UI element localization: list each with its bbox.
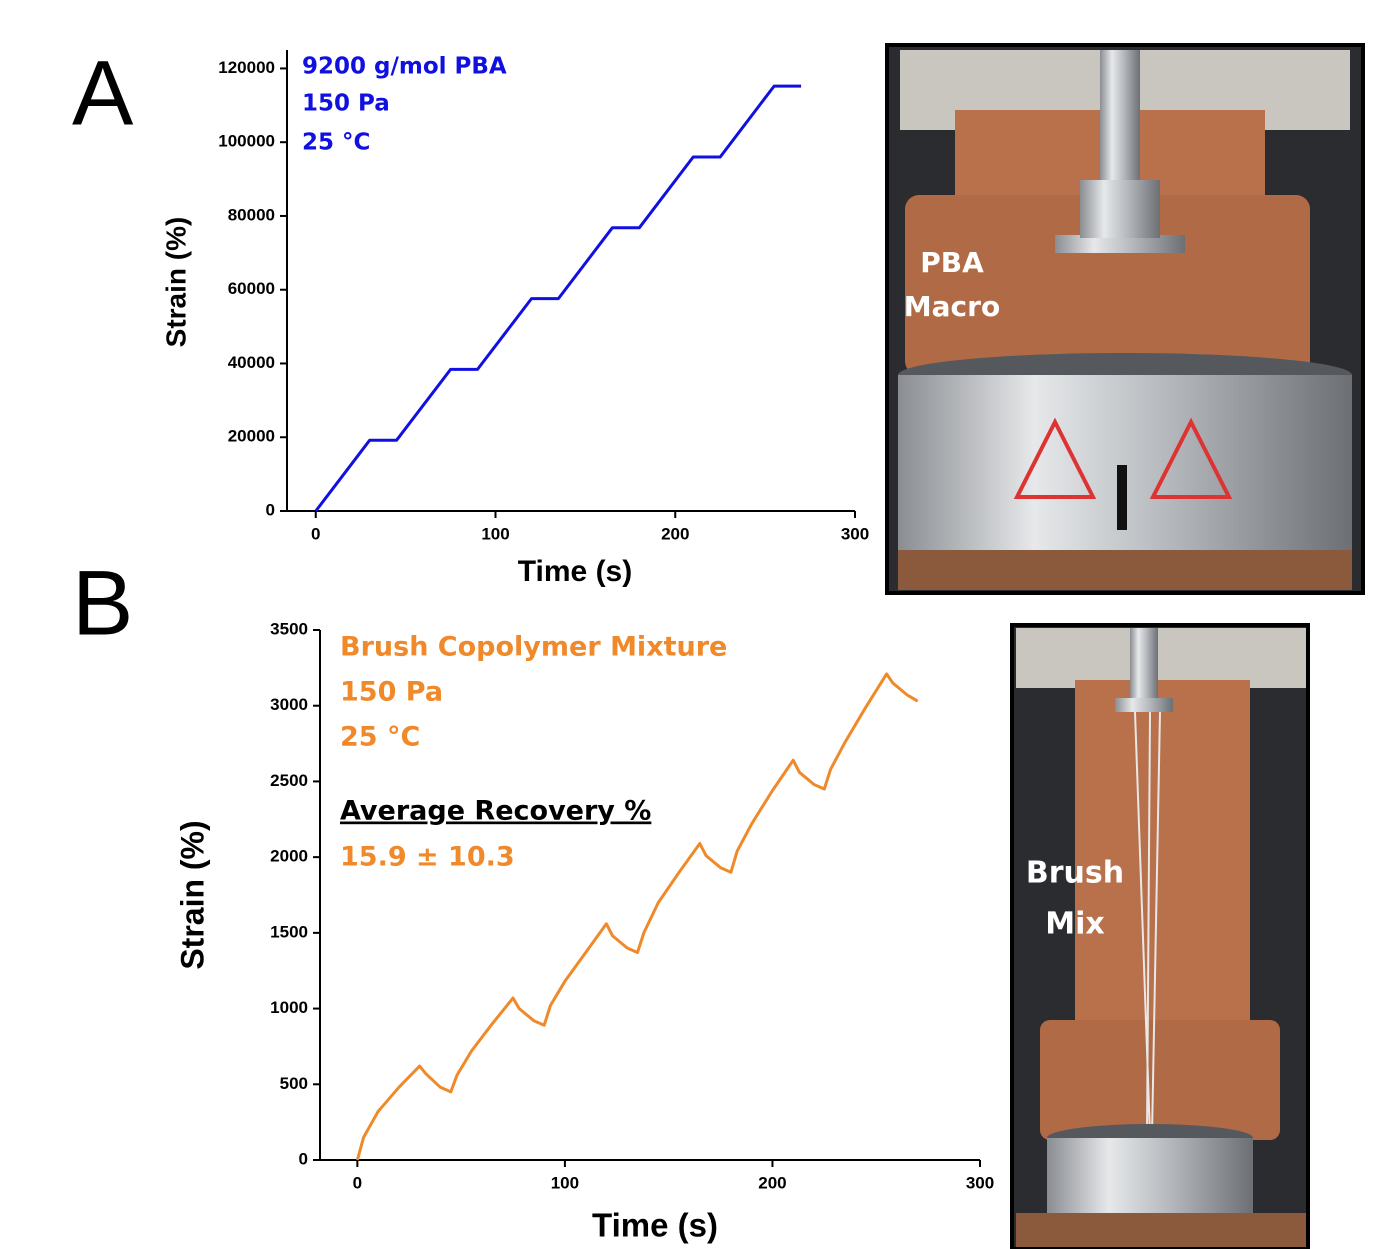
- data-line: [314, 84, 802, 512]
- floor: [898, 550, 1352, 590]
- x-tick-label: 100: [551, 1173, 579, 1192]
- photo-label: Macro: [904, 290, 1000, 323]
- floor: [1016, 1213, 1306, 1247]
- y-tick-label: 80000: [228, 205, 275, 224]
- annotation: 150 Pa: [302, 91, 390, 117]
- y-tick-label: 0: [266, 500, 275, 519]
- panel-label: A: [72, 42, 134, 144]
- x-tick-label: 300: [841, 524, 869, 543]
- backplate: [905, 195, 1310, 375]
- annotation: 25 °C: [302, 130, 370, 156]
- y-tick-label: 60000: [228, 279, 275, 298]
- shaft: [1080, 180, 1160, 238]
- warning-icon: [1013, 417, 1097, 499]
- x-axis-title: Time (s): [592, 1207, 718, 1244]
- annotation: 150 Pa: [340, 677, 443, 708]
- annotation: Brush Copolymer Mixture: [340, 632, 727, 663]
- y-tick-label: 120000: [218, 58, 275, 77]
- backplate: [1040, 1020, 1280, 1140]
- y-tick-label: 3000: [270, 695, 308, 714]
- base: [1047, 1138, 1253, 1213]
- x-axis-title: Time (s): [518, 555, 632, 588]
- plate: [1115, 698, 1173, 712]
- photo: Brush Mix: [1010, 623, 1310, 1249]
- x-tick-label: 200: [758, 1173, 786, 1192]
- y-tick-label: 500: [280, 1074, 308, 1093]
- photo: PBA Macro: [885, 43, 1365, 595]
- y-axis-title: Strain (%): [160, 217, 191, 348]
- annotation: 25 °C: [340, 722, 420, 753]
- shaft: [1100, 50, 1140, 180]
- y-tick-label: 2500: [270, 771, 308, 790]
- x-tick-label: 0: [311, 524, 320, 543]
- y-tick-label: 1000: [270, 998, 308, 1017]
- plate: [1055, 235, 1185, 253]
- x-tick-label: 0: [353, 1173, 362, 1192]
- x-tick-label: 200: [661, 524, 689, 543]
- slot: [1117, 465, 1127, 530]
- y-axis-title: Strain (%): [174, 820, 210, 969]
- y-tick-label: 40000: [228, 353, 275, 372]
- instrument-top: [1016, 628, 1306, 688]
- photo-label: Brush: [1026, 856, 1124, 891]
- annotation: 15.9 ± 10.3: [340, 842, 515, 873]
- panel-label: B: [72, 552, 133, 654]
- y-tick-label: 20000: [228, 427, 275, 446]
- y-tick-label: 2000: [270, 847, 308, 866]
- annotation: 9200 g/mol PBA: [302, 54, 507, 80]
- x-tick-label: 100: [481, 524, 509, 543]
- warning-icon: [1149, 417, 1233, 499]
- y-tick-label: 3500: [270, 619, 308, 638]
- x-tick-label: 300: [966, 1173, 994, 1192]
- annotation: Average Recovery %: [340, 796, 651, 827]
- photo-label: PBA: [920, 246, 984, 279]
- data-line: [355, 672, 919, 1161]
- y-tick-label: 100000: [218, 132, 275, 151]
- shaft: [1130, 628, 1158, 698]
- y-tick-label: 0: [299, 1149, 308, 1168]
- y-tick-label: 1500: [270, 922, 308, 941]
- fiber: [1134, 711, 1161, 1136]
- photo-label: Mix: [1045, 907, 1105, 942]
